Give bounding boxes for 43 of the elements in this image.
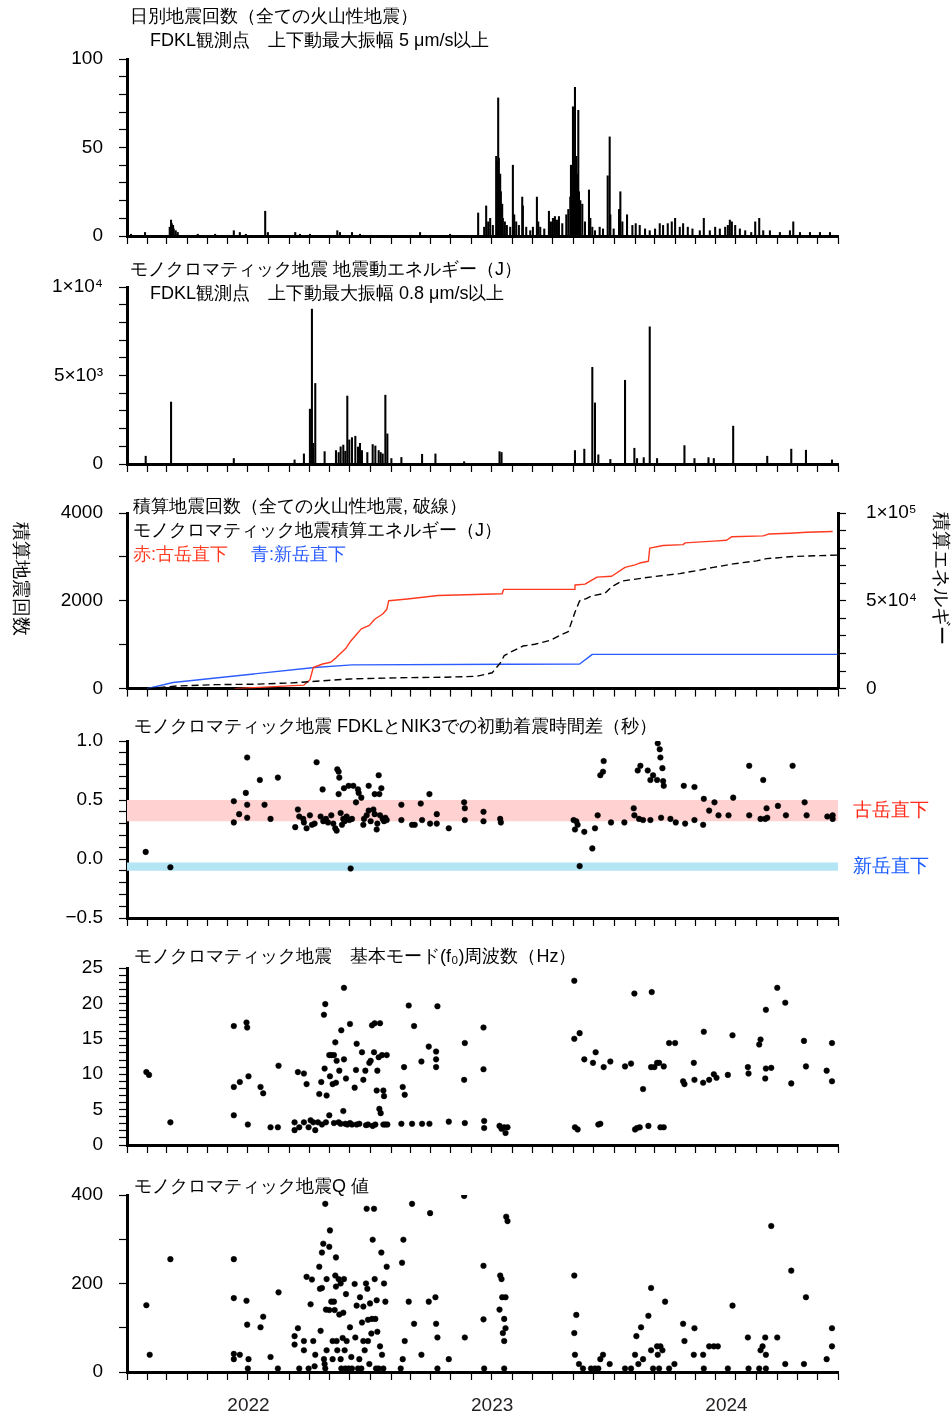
y-tick-label: 0 [92, 1360, 103, 1382]
chart-subtitle: FDKL観測点 上下動最大振幅 0.8 μm/s以上 [150, 282, 505, 303]
y2-tick-label: 5×10⁴ [866, 589, 917, 611]
chart-title: モノクロマティック地震 地震動エネルギー（J） [130, 258, 523, 279]
y-tick-label: 15 [81, 1027, 103, 1049]
y-tick-label: −0.5 [65, 906, 103, 928]
x-tick-label: 2024 [705, 1393, 749, 1415]
band-label: 新岳直下 [853, 854, 929, 876]
y-tick-label: 50 [81, 135, 103, 157]
text: 赤:古岳直下 [133, 543, 229, 564]
y-tick-label: 1×10⁴ [52, 275, 103, 297]
y-tick-label: 400 [71, 1183, 103, 1205]
chart-title: 積算地震回数（全ての火山性地震, 破線） [133, 495, 468, 516]
x-tick-label: 2022 [227, 1393, 270, 1415]
x-tick-label: 2023 [471, 1393, 514, 1415]
y2-axis-title: 積算エネルギー [930, 512, 951, 646]
chart-subtitle: モノクロマティック地震積算エネルギー（J） [133, 519, 502, 540]
y-tick-label: 1.0 [76, 729, 103, 751]
band-label: 古岳直下 [853, 798, 929, 820]
y2-tick-label: 1×10⁵ [866, 501, 917, 523]
chart-title: モノクロマティック地震 FDKLとNIK3での初動着震時間差（秒） [134, 715, 658, 736]
chart-title: モノクロマティック地震 基本モード(f₀)周波数（Hz） [134, 945, 577, 966]
chart-subtitle: FDKL観測点 上下動最大振幅 5 μm/s以上 [150, 29, 490, 50]
y-tick-label: 100 [71, 47, 103, 69]
y-tick-label: 5 [92, 1097, 103, 1119]
y-tick-label: 0 [92, 1133, 103, 1155]
y-axis-title: 積算地震回数 [10, 521, 32, 636]
chart-title: モノクロマティック地震Q 値 [134, 1175, 370, 1196]
chart-title: 日別地震回数（全ての火山性地震） [130, 5, 418, 26]
y-tick-label: 0.0 [76, 847, 103, 869]
y-tick-label: 4000 [60, 501, 103, 523]
y-tick-label: 5×10³ [53, 363, 103, 385]
y-tick-label: 0 [92, 224, 103, 246]
y-tick-label: 200 [71, 1271, 103, 1293]
y2-tick-label: 0 [866, 676, 877, 698]
y-tick-label: 0 [92, 452, 103, 474]
y-tick-label: 2000 [60, 589, 103, 611]
text: 青:新岳直下 [251, 543, 347, 564]
y-tick-label: 0.5 [76, 788, 103, 810]
y-tick-label: 0 [92, 676, 103, 698]
y-tick-label: 20 [81, 991, 103, 1013]
y-tick-label: 25 [81, 956, 103, 978]
y-tick-label: 10 [81, 1062, 103, 1084]
